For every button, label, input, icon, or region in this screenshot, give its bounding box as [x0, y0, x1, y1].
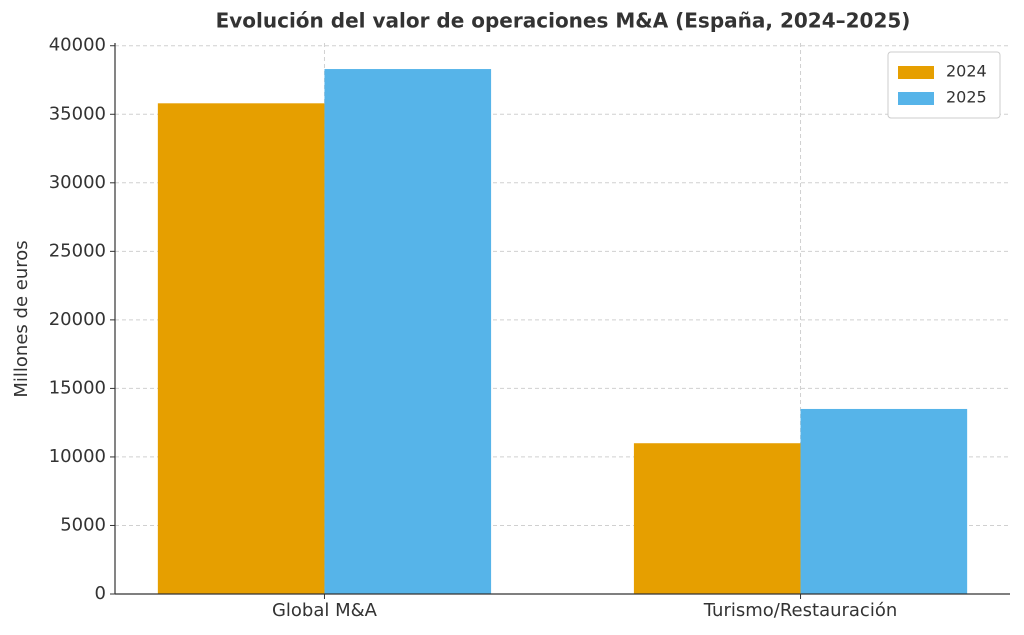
legend-swatch	[898, 66, 934, 79]
legend-swatch	[898, 92, 934, 105]
y-tick-label: 30000	[49, 172, 106, 193]
y-tick-label: 10000	[49, 446, 106, 467]
chart-title: Evolución del valor de operaciones M&A (…	[216, 9, 911, 33]
y-tick-label: 35000	[49, 103, 106, 124]
y-tick-label: 25000	[49, 240, 106, 261]
y-tick-label: 15000	[49, 377, 106, 398]
x-tick-label: Global M&A	[272, 600, 378, 621]
y-tick-label: 0	[95, 583, 106, 604]
y-tick-label: 5000	[60, 514, 106, 535]
bar	[633, 443, 801, 594]
y-axis-label: Millones de euros	[11, 240, 32, 397]
bar	[157, 103, 325, 594]
y-tick-label: 20000	[49, 309, 106, 330]
y-tick-label: 40000	[49, 35, 106, 56]
legend-label: 2025	[946, 88, 987, 107]
legend-label: 2024	[946, 62, 987, 81]
bar	[800, 408, 968, 594]
bar	[324, 69, 492, 594]
x-tick-label: Turismo/Restauración	[703, 600, 897, 621]
